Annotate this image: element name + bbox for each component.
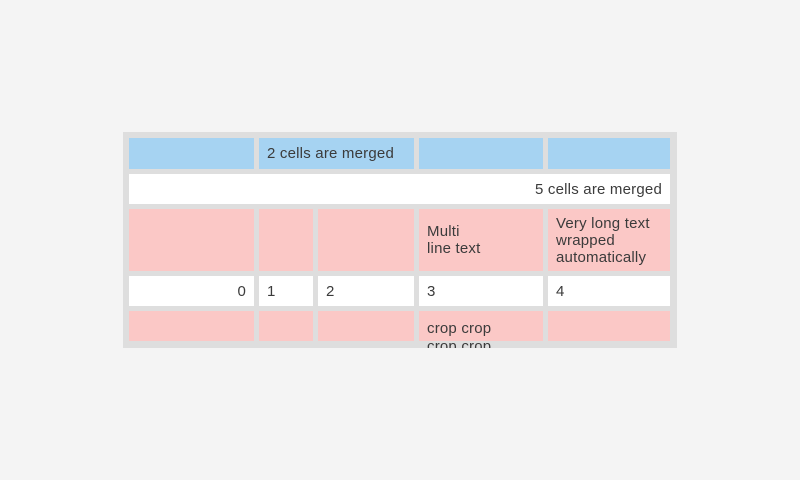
cell-r4-c0[interactable] — [129, 311, 254, 341]
cell-r4-c2[interactable] — [318, 311, 414, 341]
table-row-cropped: crop crop crop crop — [129, 311, 671, 348]
cell-r1-merged-5[interactable]: 5 cells are merged — [129, 174, 670, 204]
cell-r3-c0[interactable]: 0 — [129, 276, 254, 306]
cell-r4-c4[interactable] — [548, 311, 670, 341]
cell-r2-c4-wrapped[interactable]: Very long text wrapped automatically — [548, 209, 670, 271]
cell-r3-c4[interactable]: 4 — [548, 276, 670, 306]
table[interactable]: 2 cells are merged 5 cells are merged Mu… — [123, 132, 677, 348]
cell-r4-c1[interactable] — [259, 311, 313, 341]
table-row-numbers: 0 1 2 3 4 — [129, 276, 671, 306]
cropped-text: crop crop crop crop — [427, 320, 492, 348]
cell-r2-c2[interactable] — [318, 209, 414, 271]
cell-r3-c3[interactable]: 3 — [419, 276, 543, 306]
table-row-merged-5: 5 cells are merged — [129, 174, 671, 204]
cell-r2-c0[interactable] — [129, 209, 254, 271]
cell-r3-c2[interactable]: 2 — [318, 276, 414, 306]
cell-r0-c0[interactable] — [129, 138, 254, 169]
cell-r2-c1[interactable] — [259, 209, 313, 271]
cell-r0-c4[interactable] — [548, 138, 670, 169]
cell-r0-merged-2[interactable]: 2 cells are merged — [259, 138, 414, 169]
table-row-header: 2 cells are merged — [129, 138, 671, 169]
cell-r4-c3-cropped[interactable]: crop crop crop crop — [419, 311, 543, 348]
cell-r0-c3[interactable] — [419, 138, 543, 169]
cell-r2-c3-multiline[interactable]: Multi line text — [419, 209, 543, 271]
cell-r3-c1[interactable]: 1 — [259, 276, 313, 306]
table-row-multiline: Multi line text Very long text wrapped a… — [129, 209, 671, 271]
